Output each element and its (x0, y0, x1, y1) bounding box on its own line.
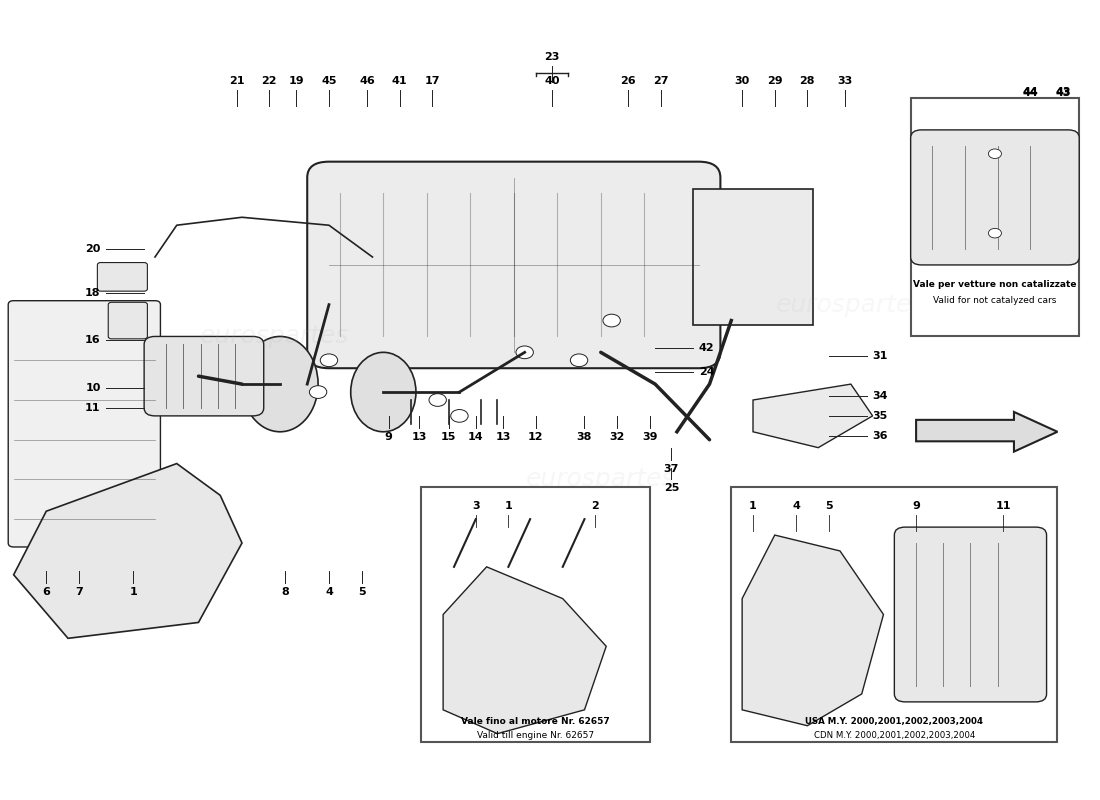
Text: USA M.Y. 2000,2001,2002,2003,2004: USA M.Y. 2000,2001,2002,2003,2004 (805, 718, 983, 726)
Text: Vale fino al motore Nr. 62657: Vale fino al motore Nr. 62657 (461, 718, 609, 726)
FancyBboxPatch shape (693, 190, 813, 325)
Text: CDN M.Y. 2000,2001,2002,2003,2004: CDN M.Y. 2000,2001,2002,2003,2004 (814, 730, 975, 740)
Ellipse shape (242, 337, 318, 432)
Text: Valid till engine Nr. 62657: Valid till engine Nr. 62657 (477, 730, 594, 740)
Text: 26: 26 (620, 76, 636, 86)
Text: 5: 5 (825, 502, 833, 511)
FancyBboxPatch shape (8, 301, 161, 547)
Text: 19: 19 (288, 76, 305, 86)
Circle shape (516, 346, 534, 358)
Text: 9: 9 (912, 502, 920, 511)
Text: 33: 33 (838, 76, 854, 86)
Text: 41: 41 (392, 76, 407, 86)
Text: 10: 10 (86, 383, 100, 393)
Circle shape (989, 229, 1001, 238)
Text: 16: 16 (85, 335, 100, 346)
Text: 24: 24 (698, 367, 714, 377)
Text: 27: 27 (652, 76, 669, 86)
Text: 37: 37 (663, 463, 679, 474)
Text: 20: 20 (86, 244, 100, 254)
FancyBboxPatch shape (98, 262, 147, 291)
Text: 36: 36 (872, 430, 888, 441)
Text: 3: 3 (472, 502, 480, 511)
Polygon shape (13, 463, 242, 638)
Text: 35: 35 (872, 411, 888, 421)
Text: 43: 43 (1055, 86, 1070, 97)
Text: 25: 25 (663, 483, 679, 494)
Text: 42: 42 (698, 343, 714, 354)
Polygon shape (916, 412, 1057, 452)
Text: 23: 23 (544, 52, 560, 62)
Text: 21: 21 (229, 76, 244, 86)
Text: Vale per vetture non catalizzate: Vale per vetture non catalizzate (913, 280, 1077, 290)
Circle shape (451, 410, 469, 422)
Text: 1: 1 (130, 586, 138, 597)
Text: 13: 13 (495, 432, 510, 442)
Text: 40: 40 (544, 76, 560, 86)
Circle shape (309, 386, 327, 398)
Text: 28: 28 (800, 76, 815, 86)
Polygon shape (742, 535, 883, 726)
Bar (421, 487, 650, 742)
FancyBboxPatch shape (894, 527, 1046, 702)
Circle shape (320, 354, 338, 366)
Text: 22: 22 (262, 76, 277, 86)
Ellipse shape (351, 352, 416, 432)
Polygon shape (754, 384, 872, 448)
FancyBboxPatch shape (307, 162, 720, 368)
Text: 5: 5 (358, 586, 365, 597)
Circle shape (429, 394, 447, 406)
Text: 43: 43 (1055, 88, 1070, 98)
Bar (732, 487, 1057, 742)
Text: 18: 18 (85, 288, 100, 298)
Text: 44: 44 (1022, 86, 1038, 97)
Text: 29: 29 (767, 76, 782, 86)
FancyBboxPatch shape (144, 337, 264, 416)
Text: eurospartes: eurospartes (777, 293, 925, 317)
Text: 1: 1 (505, 502, 513, 511)
Text: 14: 14 (468, 432, 484, 442)
Text: 44: 44 (1022, 88, 1038, 98)
Text: 2: 2 (592, 502, 600, 511)
FancyBboxPatch shape (911, 130, 1079, 265)
Text: 1: 1 (749, 502, 757, 511)
Text: 15: 15 (441, 432, 456, 442)
Text: 30: 30 (735, 76, 750, 86)
Text: 11: 11 (996, 502, 1011, 511)
Text: 13: 13 (411, 432, 427, 442)
Text: 4: 4 (324, 586, 333, 597)
Text: 8: 8 (282, 586, 289, 597)
Text: 4: 4 (793, 502, 801, 511)
Circle shape (603, 314, 620, 327)
Text: 12: 12 (528, 432, 543, 442)
Text: eurospartes: eurospartes (200, 325, 350, 349)
Bar (911, 98, 1079, 337)
Circle shape (570, 354, 587, 366)
Text: 31: 31 (872, 351, 888, 362)
Text: 17: 17 (425, 76, 440, 86)
Text: eurospartes: eurospartes (526, 467, 675, 491)
Polygon shape (443, 567, 606, 734)
FancyBboxPatch shape (108, 302, 147, 339)
Text: 9: 9 (385, 432, 393, 442)
Circle shape (989, 149, 1001, 158)
Text: Valid for not catalyzed cars: Valid for not catalyzed cars (933, 296, 1057, 305)
Text: 7: 7 (75, 586, 82, 597)
Text: 32: 32 (609, 432, 625, 442)
Text: 6: 6 (42, 586, 51, 597)
Text: 38: 38 (576, 432, 592, 442)
Text: 45: 45 (321, 76, 337, 86)
Text: 39: 39 (642, 432, 658, 442)
Text: 11: 11 (85, 403, 100, 413)
Text: 46: 46 (359, 76, 375, 86)
Text: 34: 34 (872, 391, 888, 401)
